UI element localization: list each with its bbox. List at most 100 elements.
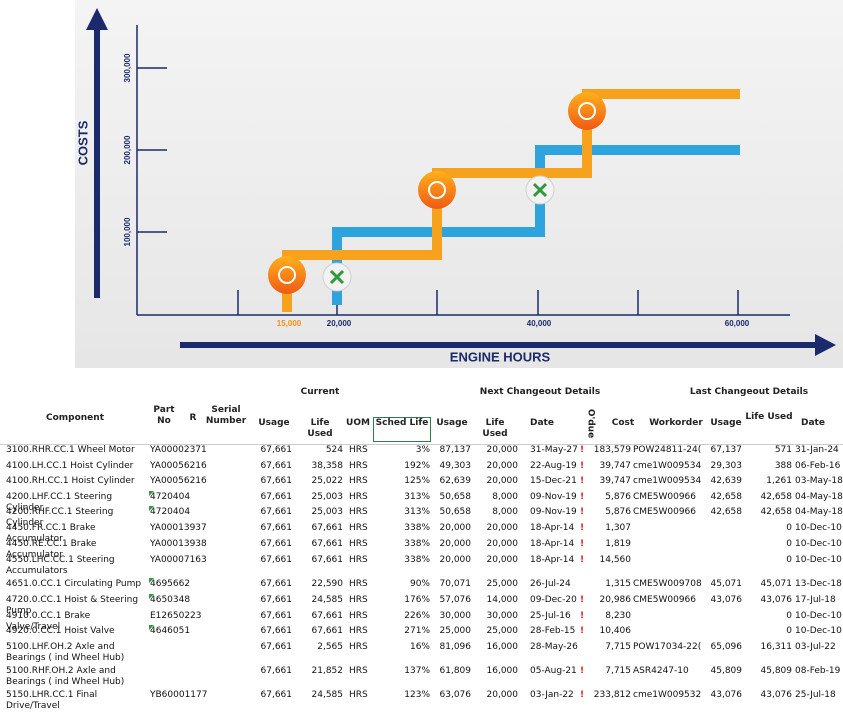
column-header: Serial Number <box>205 405 247 426</box>
uom-cell: HRS <box>349 555 368 565</box>
life-used-cell: 25,022 <box>311 476 344 486</box>
odue-cell: ! <box>580 445 585 455</box>
column-header: R <box>189 413 197 423</box>
last-life-cell: 0 <box>786 555 792 565</box>
next-life-cell: 20,000 <box>486 476 519 486</box>
uom-cell: HRS <box>349 507 368 517</box>
odue-cell: ! <box>580 626 585 636</box>
next-date-cell: 18-Apr-14 <box>530 523 575 533</box>
last-usage-cell: 43,076 <box>710 690 743 700</box>
sched-life-cell: 271% <box>404 626 430 636</box>
last-date-cell: 10-Dec-10 <box>795 626 842 636</box>
workorder-cell: cme1W009534 <box>633 476 702 486</box>
last-usage-cell: 65,096 <box>710 642 743 652</box>
uom-cell: HRS <box>349 461 368 471</box>
sched-life-cell: 123% <box>404 690 430 700</box>
usage-cell: 67,661 <box>260 579 293 589</box>
next-date-cell: 28-Feb-15 <box>530 626 576 636</box>
next-usage-cell: 49,303 <box>439 461 472 471</box>
column-header: Date <box>801 418 825 428</box>
last-date-cell: 17-Jul-18 <box>795 595 836 605</box>
life-used-cell: 24,585 <box>311 690 344 700</box>
next-date-cell: 25-Jul-16 <box>530 611 571 621</box>
y-label: 200,000 <box>123 135 132 164</box>
life-used-cell: 25,003 <box>311 492 344 502</box>
uom-cell: HRS <box>349 642 368 652</box>
x-label: 20,000 <box>327 319 352 328</box>
next-date-cell: 15-Dec-21 <box>530 476 577 486</box>
next-date-cell: 09-Nov-19 <box>530 492 577 502</box>
sched-life-box <box>373 417 431 442</box>
next-life-cell: 30,000 <box>486 611 519 621</box>
life-used-cell: 24,585 <box>311 595 344 605</box>
odue-cell: ! <box>580 595 585 605</box>
last-date-cell: 04-May-18 <box>795 492 843 502</box>
part-no-cell: YA00002371 <box>150 445 207 455</box>
last-date-cell: 06-Feb-16 <box>795 461 841 471</box>
uom-cell: HRS <box>349 595 368 605</box>
workorder-cell: POW24811-24( <box>633 445 702 455</box>
usage-cell: 67,661 <box>260 476 293 486</box>
engine-icon <box>268 92 606 294</box>
next-usage-cell: 20,000 <box>439 555 472 565</box>
next-date-cell: 05-Aug-21 <box>530 666 577 676</box>
next-life-cell: 20,000 <box>486 445 519 455</box>
last-life-cell: 45,071 <box>760 579 793 589</box>
last-usage-cell: 43,076 <box>710 595 743 605</box>
next-date-cell: 18-Apr-14 <box>530 539 575 549</box>
next-life-cell: 20,000 <box>486 555 519 565</box>
next-life-cell: 20,000 <box>486 461 519 471</box>
uom-cell: HRS <box>349 539 368 549</box>
component-cell: 4100.RH.CC.1 Hoist Cylinder <box>6 476 135 486</box>
column-header: O'due <box>585 408 596 439</box>
life-used-cell: 2,565 <box>317 642 343 652</box>
part-no-cell: 4720404 <box>150 492 191 502</box>
next-usage-cell: 50,658 <box>439 507 472 517</box>
column-header: Usage <box>258 418 290 428</box>
part-no-cell: 4720404 <box>150 507 191 517</box>
uom-cell: HRS <box>349 666 368 676</box>
component-cell: 3100.RHR.CC.1 Wheel Motor <box>6 445 135 455</box>
column-header: Workorder <box>649 418 703 428</box>
last-life-cell: 42,658 <box>760 507 793 517</box>
odue-cell: ! <box>580 523 585 533</box>
workorder-cell: cme1W009534 <box>633 461 702 471</box>
next-usage-cell: 63,076 <box>439 690 472 700</box>
usage-cell: 67,661 <box>260 642 293 652</box>
part-no-cell: E12650223 <box>150 611 202 621</box>
cost-cell: 183,579 <box>593 445 631 455</box>
column-header: Life Used <box>482 418 508 439</box>
uom-cell: HRS <box>349 579 368 589</box>
odue-cell: ! <box>580 690 585 700</box>
workorder-cell: ASR4247-10 <box>633 666 689 676</box>
sched-life-cell: 3% <box>415 445 430 455</box>
column-header: Component <box>45 413 104 423</box>
part-no-cell: YA00013938 <box>150 539 207 549</box>
next-life-cell: 16,000 <box>486 666 519 676</box>
sched-life-cell: 338% <box>404 523 430 533</box>
last-usage-cell: 42,658 <box>710 507 743 517</box>
usage-cell: 67,661 <box>260 555 293 565</box>
x-label: 15,000 <box>277 319 302 328</box>
usage-cell: 67,661 <box>260 690 293 700</box>
part-no-cell: YA00056216 <box>150 461 207 471</box>
uom-cell: HRS <box>349 445 368 455</box>
x-label: 60,000 <box>725 319 750 328</box>
last-usage-cell: 45,809 <box>710 666 743 676</box>
life-used-cell: 21,852 <box>311 666 344 676</box>
next-life-cell: 20,000 <box>486 690 519 700</box>
next-life-cell: 20,000 <box>486 539 519 549</box>
last-life-cell: 571 <box>774 445 792 455</box>
cost-cell: 10,406 <box>599 626 632 636</box>
usage-cell: 67,661 <box>260 492 293 502</box>
sched-life-cell: 176% <box>404 595 430 605</box>
last-life-cell: 0 <box>786 523 792 533</box>
group-header: Next Changeout Details <box>479 387 601 397</box>
usage-cell: 67,661 <box>260 666 293 676</box>
tool-icon <box>322 175 555 292</box>
last-life-cell: 42,658 <box>760 492 793 502</box>
last-life-cell: 16,311 <box>760 642 793 652</box>
uom-cell: HRS <box>349 690 368 700</box>
uom-cell: HRS <box>349 611 368 621</box>
cost-cell: 233,812 <box>593 690 631 700</box>
